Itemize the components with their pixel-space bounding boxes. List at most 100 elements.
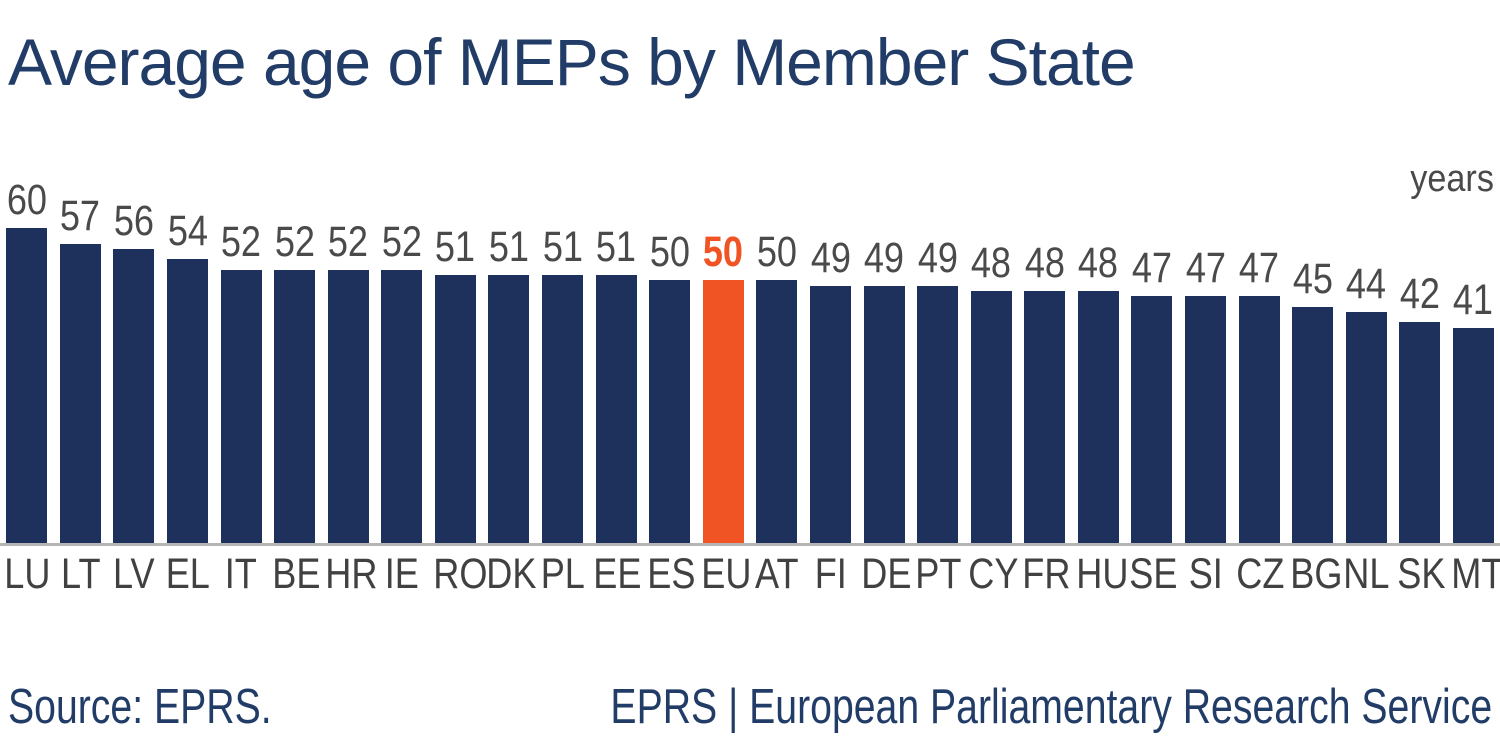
bar-column-it: 52: [214, 220, 268, 543]
bar-dk: [488, 274, 530, 543]
bar-value-label-cy: 48: [971, 238, 1012, 287]
bar-column-dk: 51: [482, 222, 536, 543]
bar-lv: [113, 248, 155, 543]
bar-value-label-fi: 49: [810, 233, 851, 282]
bar-column-eu: 50: [697, 227, 751, 543]
x-axis-label-ro: RO: [432, 549, 488, 598]
x-axis-label-mt: MT: [1450, 549, 1500, 598]
bar-value-label-eu: 50: [703, 227, 744, 276]
bar-value-label-nl: 44: [1346, 259, 1387, 308]
bar-lt: [59, 243, 101, 543]
bar-value-label-hr: 52: [328, 217, 369, 266]
x-axis-label-sk: SK: [1397, 549, 1446, 598]
bar-column-mt: 41: [1447, 275, 1500, 543]
bar-it: [220, 269, 262, 543]
bar-column-pl: 51: [536, 222, 590, 543]
bar-nl: [1345, 311, 1387, 543]
x-axis-label-si: SI: [1188, 549, 1223, 598]
bar-value-label-si: 47: [1185, 243, 1226, 292]
bar-value-label-lt: 57: [60, 191, 101, 240]
bar-ie: [381, 269, 423, 543]
x-axis-label-lv: LV: [113, 549, 155, 598]
x-axis-label-bg: BG: [1290, 549, 1343, 598]
bar-value-label-pl: 51: [542, 222, 583, 271]
bar-value-label-fr: 48: [1024, 238, 1065, 287]
bar-column-si: 47: [1179, 243, 1233, 543]
x-axis-line: [0, 542, 1500, 546]
bar-value-label-be: 52: [274, 217, 315, 266]
bar-value-label-pt: 49: [917, 233, 958, 282]
bar-column-cz: 47: [1232, 246, 1286, 543]
bar-column-es: 50: [643, 227, 697, 543]
bar-fr: [1024, 290, 1066, 543]
bar-column-bg: 45: [1286, 254, 1340, 543]
bar-eu: [702, 279, 744, 543]
x-axis-label-fi: FI: [814, 549, 847, 598]
bar-mt: [1452, 327, 1494, 543]
bar-lu: [6, 227, 48, 543]
bar-column-lt: 57: [54, 191, 108, 543]
bar-value-label-se: 47: [1131, 243, 1173, 292]
bar-column-ie: 52: [375, 220, 429, 543]
x-axis-label-pt: PT: [915, 549, 962, 598]
bar-hr: [327, 269, 369, 543]
bar-ee: [595, 274, 637, 543]
bar-column-lv: 56: [107, 196, 161, 543]
footer: Source: EPRS. EPRS | European Parliament…: [8, 679, 1492, 734]
bar-column-de: 49: [857, 233, 911, 543]
x-axis-label-pl: PL: [540, 549, 585, 598]
x-axis-label-be: BE: [272, 549, 321, 598]
bar-value-label-es: 50: [649, 227, 690, 276]
bar-value-label-de: 49: [863, 233, 905, 282]
bar-value-label-hu: 48: [1078, 238, 1119, 287]
x-axis-label-hu: HU: [1075, 549, 1129, 598]
bar-column-nl: 44: [1339, 259, 1393, 543]
bar-value-label-el: 54: [167, 206, 208, 255]
bar-si: [1185, 295, 1226, 543]
bar-column-fr: 48: [1018, 238, 1072, 543]
bar-column-ro: 51: [429, 222, 483, 543]
bar-pl: [542, 274, 584, 543]
bar-hu: [1077, 290, 1119, 543]
bar-cz: [1238, 295, 1280, 543]
bar-value-label-ee: 51: [596, 222, 637, 271]
source-note: Source: EPRS.: [8, 679, 272, 734]
x-axis-label-lu: LU: [4, 549, 51, 598]
bar-el: [167, 258, 209, 543]
bar-de: [863, 285, 905, 543]
bar-value-label-dk: 51: [488, 222, 530, 271]
bar-fi: [809, 285, 851, 543]
bar-at: [756, 279, 798, 543]
page-title: Average age of MEPs by Member State: [8, 25, 1136, 99]
x-axis-label-cy: CY: [968, 549, 1019, 598]
x-axis-label-lt: LT: [60, 549, 101, 598]
bar-value-label-bg: 45: [1292, 254, 1333, 303]
x-axis-label-cz: CZ: [1236, 549, 1285, 598]
x-axis-label-hr: HR: [325, 549, 378, 598]
bar-value-label-ro: 51: [435, 222, 476, 271]
bar-column-ee: 51: [589, 222, 643, 543]
bar-chart: years 60 57 56 54 52 52 52 52 51 51 51 51 50 50 50 49 49…: [0, 108, 1500, 599]
bar-column-cy: 48: [964, 238, 1018, 543]
bar-cy: [970, 290, 1012, 543]
x-axis-label-ie: IE: [384, 549, 419, 598]
x-axis-label-es: ES: [647, 549, 696, 598]
x-axis-label-it: IT: [225, 549, 258, 598]
x-axis-labels-row: LU LT LV EL IT BE HR IE RO DK PL EE ES EU AT FI DE PT CY FR…: [0, 549, 1500, 599]
bar-value-label-mt: 41: [1453, 275, 1494, 324]
chart-page: Average age of MEPs by Member State year…: [0, 25, 1500, 750]
bar-column-fi: 49: [804, 233, 858, 543]
bar-column-sk: 42: [1393, 272, 1447, 543]
x-axis-label-se: SE: [1129, 549, 1178, 598]
bar-bg: [1292, 306, 1334, 543]
bar-value-label-lv: 56: [113, 196, 155, 245]
x-axis-label-fr: FR: [1022, 549, 1071, 598]
service-credit: EPRS | European Parliamentary Research S…: [610, 679, 1492, 734]
x-axis-label-eu: EU: [700, 549, 751, 598]
bar-column-hu: 48: [1072, 238, 1126, 543]
bar-se: [1131, 295, 1173, 543]
bar-column-lu: 60: [0, 178, 54, 543]
bar-be: [274, 269, 316, 543]
x-axis-label-el: EL: [165, 549, 210, 598]
bar-pt: [917, 285, 959, 543]
